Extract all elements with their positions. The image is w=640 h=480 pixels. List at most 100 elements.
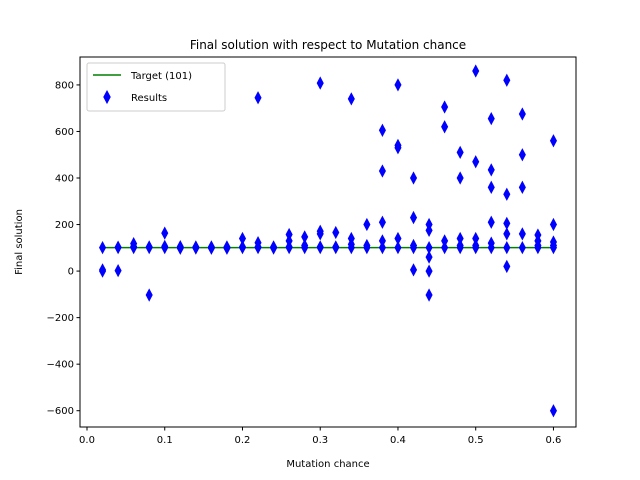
- result-point: [176, 241, 184, 255]
- result-point: [487, 180, 495, 194]
- result-point: [503, 240, 511, 255]
- result-point: [518, 227, 526, 241]
- result-point: [549, 217, 557, 232]
- result-point: [518, 107, 526, 121]
- result-point: [316, 76, 324, 90]
- result-point: [472, 238, 480, 253]
- result-point: [99, 264, 107, 278]
- y-tick-label: 0: [68, 267, 74, 278]
- result-point: [503, 259, 511, 274]
- result-point: [472, 155, 480, 169]
- result-point: [378, 123, 386, 137]
- result-point: [409, 263, 418, 277]
- x-tick-label: 0.6: [546, 435, 562, 446]
- result-point: [363, 217, 371, 232]
- x-tick-label: 0.1: [157, 435, 173, 446]
- result-point: [99, 240, 107, 255]
- result-point: [378, 215, 386, 229]
- result-point: [503, 73, 511, 87]
- result-point: [332, 240, 340, 254]
- chart-title: Final solution with respect to Mutation …: [190, 38, 466, 52]
- plot-frame: [79, 56, 577, 428]
- result-point: [518, 148, 526, 162]
- result-point: [254, 91, 262, 105]
- x-axis: 0.0 0.1 0.2 0.3 0.4 0.5 0.6: [79, 427, 561, 446]
- result-point: [503, 227, 511, 241]
- result-point: [363, 238, 371, 253]
- y-tick-label: −400: [47, 360, 74, 371]
- legend-target-label: Target (101): [130, 71, 192, 82]
- result-point: [409, 171, 418, 185]
- result-point: [130, 240, 138, 254]
- result-point: [394, 231, 402, 246]
- legend: Target (101) Results: [86, 62, 226, 112]
- y-axis-label: Final solution: [14, 209, 25, 275]
- result-point: [487, 112, 495, 126]
- result-point: [456, 238, 464, 253]
- result-point: [425, 223, 433, 238]
- result-point: [409, 238, 418, 253]
- y-axis: −600 −400 −200 0 200 400 600 800: [47, 80, 80, 417]
- chart-marks: [99, 64, 557, 418]
- result-point: [145, 288, 153, 302]
- result-point: [441, 234, 449, 248]
- result-point: [316, 240, 324, 254]
- result-point: [441, 120, 449, 134]
- result-point: [487, 236, 495, 250]
- result-point: [441, 100, 449, 114]
- legend-box: [86, 62, 226, 112]
- result-point: [161, 239, 169, 254]
- result-point: [332, 225, 340, 240]
- result-point: [534, 238, 542, 253]
- x-tick-label: 0.2: [235, 435, 251, 446]
- result-point: [192, 241, 200, 255]
- result-point: [456, 171, 464, 185]
- plot-area: [79, 56, 577, 428]
- result-point: [549, 134, 557, 148]
- x-tick-label: 0.5: [468, 435, 484, 446]
- result-point: [301, 238, 309, 253]
- result-point: [316, 227, 324, 241]
- result-point: [347, 237, 355, 251]
- result-point: [161, 226, 169, 240]
- result-point: [114, 240, 122, 254]
- result-point: [207, 241, 215, 255]
- result-point: [487, 215, 495, 229]
- result-point: [270, 241, 278, 255]
- result-point: [518, 180, 526, 194]
- y-tick-label: −200: [47, 313, 74, 324]
- result-point: [145, 240, 153, 254]
- result-point: [378, 164, 386, 178]
- result-point: [394, 78, 402, 92]
- result-point: [114, 263, 122, 278]
- y-tick-label: 200: [55, 220, 74, 231]
- result-point: [549, 404, 557, 418]
- result-point: [425, 288, 433, 302]
- result-point: [378, 240, 386, 255]
- legend-results-swatch: [103, 89, 111, 105]
- result-point: [441, 240, 449, 255]
- result-point: [394, 141, 402, 155]
- x-tick-label: 0.4: [390, 435, 406, 446]
- result-point: [503, 187, 511, 201]
- result-point: [456, 145, 464, 160]
- result-point: [254, 240, 262, 254]
- y-tick-label: 800: [55, 80, 74, 91]
- result-point: [472, 64, 480, 78]
- x-axis-label: Mutation chance: [286, 459, 369, 470]
- result-point: [549, 238, 557, 253]
- result-point: [347, 92, 355, 106]
- result-point: [238, 240, 247, 254]
- result-point: [223, 241, 231, 255]
- y-tick-label: −600: [47, 406, 74, 417]
- x-tick-label: 0.3: [312, 435, 328, 446]
- result-point: [487, 163, 495, 177]
- result-point: [409, 210, 418, 225]
- result-point: [425, 250, 433, 264]
- result-point: [285, 240, 293, 254]
- legend-results-label: Results: [131, 93, 167, 104]
- y-tick-label: 600: [55, 127, 74, 138]
- y-tick-label: 400: [55, 174, 74, 185]
- result-point: [394, 240, 402, 255]
